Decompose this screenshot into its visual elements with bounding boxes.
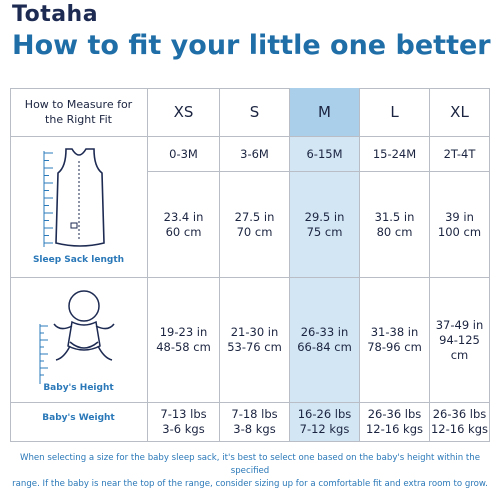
brand-logo: Totaha xyxy=(12,2,99,27)
length-cell: 39 in 100 cm xyxy=(430,172,490,278)
value-line: 7-12 kgs xyxy=(299,422,350,436)
value-line: 23.4 in xyxy=(163,209,204,224)
length-cell: 27.5 in 70 cm xyxy=(220,172,290,278)
row-label: Baby's Height xyxy=(43,383,114,393)
height-cell: 19-23 in 48-58 cm xyxy=(148,278,220,403)
value-line: 29.5 in xyxy=(304,209,345,224)
baby-icon xyxy=(39,290,115,384)
value-line: 39 in xyxy=(445,209,474,224)
note: When selecting a size for the baby sleep… xyxy=(0,452,500,492)
size-header: L xyxy=(360,88,430,137)
value-line: 16-26 lbs xyxy=(297,407,352,421)
value-line: 12-16 kgs xyxy=(430,422,489,436)
value-line: 27.5 in xyxy=(234,209,275,224)
value-line: 12-16 kgs xyxy=(365,422,424,436)
value-line: 70 cm xyxy=(236,224,273,239)
age-cell: 15-24M xyxy=(360,137,430,172)
row-label: Baby's Weight xyxy=(42,413,115,423)
size-header: S xyxy=(220,88,290,137)
size-table xyxy=(10,88,490,442)
value-line: 78-96 cm xyxy=(367,340,422,354)
weight-cell: 26-36 lbs 12-16 kgs xyxy=(430,403,490,442)
sleep-sack-icon xyxy=(43,148,105,247)
value-line: 80 cm xyxy=(376,224,413,239)
value-line: 7-13 lbs xyxy=(160,407,207,421)
value-line: 94-125 cm xyxy=(439,332,480,362)
height-cell: 37-49 in 94-125 cm xyxy=(430,278,490,403)
value-line: 26-33 in xyxy=(300,325,349,339)
value-line: 66-84 cm xyxy=(297,340,352,354)
size-header: XL xyxy=(430,88,490,137)
height_label-cell: Baby's Height xyxy=(10,278,148,403)
value-line: 60 cm xyxy=(165,224,202,239)
value-line: 53-76 cm xyxy=(227,340,282,354)
weight-cell: 16-26 lbs 7-12 kgs xyxy=(290,403,360,442)
value-line: 3-8 kgs xyxy=(233,422,276,436)
age-cell: 2T-4T xyxy=(430,137,490,172)
height-cell: 31-38 in 78-96 cm xyxy=(360,278,430,403)
value-line: 26-36 lbs xyxy=(367,407,422,421)
value-line: 3-6 kgs xyxy=(162,422,205,436)
age-cell: 0-3M xyxy=(148,137,220,172)
length_label-cell: Sleep Sack length xyxy=(10,137,148,278)
value-line: 31.5 in xyxy=(374,209,415,224)
illustration xyxy=(24,143,134,257)
weight-cell: 26-36 lbs 12-16 kgs xyxy=(360,403,430,442)
size-header: M xyxy=(290,88,360,137)
note-line: When selecting a size for the baby sleep… xyxy=(19,453,481,476)
weight-cell: 7-18 lbs 3-8 kgs xyxy=(220,403,290,442)
length-cell: 23.4 in 60 cm xyxy=(148,172,220,278)
value-line: 31-38 in xyxy=(370,325,419,339)
age-cell: 6-15M xyxy=(290,137,360,172)
row-label: Sleep Sack length xyxy=(32,255,125,265)
value-line: 75 cm xyxy=(306,224,343,239)
note-line: range. If the baby is near the top of th… xyxy=(12,479,488,489)
weight_label-cell: Baby's Weight xyxy=(10,403,148,442)
corner-header: How to Measure for the Right Fit xyxy=(10,88,148,137)
height-cell: 21-30 in 53-76 cm xyxy=(220,278,290,403)
age-cell: 3-6M xyxy=(220,137,290,172)
weight-cell: 7-13 lbs 3-6 kgs xyxy=(148,403,220,442)
value-line: 48-58 cm xyxy=(156,340,211,354)
size-header: XS xyxy=(148,88,220,137)
length-cell: 29.5 in 75 cm xyxy=(290,172,360,278)
value-line: 26-36 lbs xyxy=(432,407,487,421)
illustration xyxy=(24,284,134,388)
value-line: 7-18 lbs xyxy=(231,407,278,421)
value-line: 19-23 in xyxy=(159,325,208,339)
length-cell: 31.5 in 80 cm xyxy=(360,172,430,278)
height-cell: 26-33 in 66-84 cm xyxy=(290,278,360,403)
value-line: 100 cm xyxy=(437,224,482,239)
value-line: 21-30 in xyxy=(230,325,279,339)
title: How to fit your little one better xyxy=(12,30,491,61)
value-line: 37-49 in xyxy=(435,317,484,332)
